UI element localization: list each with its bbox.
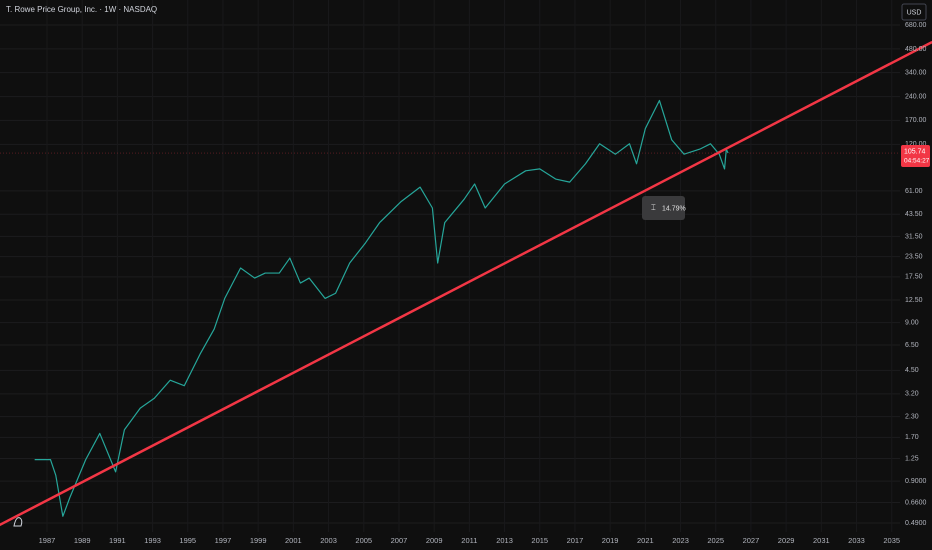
x-tick-label: 2009 bbox=[426, 536, 443, 545]
x-tick-label: 2021 bbox=[637, 536, 654, 545]
y-tick-label: 43.50 bbox=[905, 211, 923, 218]
last-price-label: 105.74 bbox=[904, 148, 926, 155]
x-tick-label: 1999 bbox=[250, 536, 267, 545]
y-tick-label: 0.6600 bbox=[905, 499, 927, 506]
trendline bbox=[0, 40, 932, 527]
y-tick-label: 1.25 bbox=[905, 455, 919, 462]
x-tick-label: 1989 bbox=[74, 536, 91, 545]
x-tick-label: 2003 bbox=[320, 536, 337, 545]
x-tick-label: 2001 bbox=[285, 536, 302, 545]
y-tick-label: 120.00 bbox=[905, 141, 927, 148]
x-tick-label: 1993 bbox=[144, 536, 161, 545]
x-tick-label: 2017 bbox=[567, 536, 584, 545]
y-tick-label: 0.9000 bbox=[905, 478, 927, 485]
price-line bbox=[34, 99, 729, 517]
x-tick-label: 2023 bbox=[672, 536, 689, 545]
x-tick-label: 1991 bbox=[109, 536, 126, 545]
y-tick-label: 23.50 bbox=[905, 253, 923, 260]
last-price-box bbox=[901, 145, 930, 168]
x-tick-label: 2011 bbox=[461, 536, 477, 545]
logo bbox=[13, 517, 23, 527]
x-tick-label: 2031 bbox=[813, 536, 830, 545]
y-tick-label: 9.00 bbox=[905, 319, 919, 326]
x-tick-label: 2035 bbox=[883, 536, 900, 545]
x-tick-label: 2015 bbox=[531, 536, 548, 545]
x-tick-label: 1995 bbox=[179, 536, 196, 545]
y-tick-label: 4.50 bbox=[905, 367, 919, 374]
y-tick-label: 170.00 bbox=[905, 117, 927, 124]
x-tick-label: 2013 bbox=[496, 536, 513, 545]
y-tick-label: 680.00 bbox=[905, 22, 927, 29]
x-tick-label: 2029 bbox=[778, 536, 795, 545]
x-tick-label: 2005 bbox=[355, 536, 372, 545]
y-tick-label: 17.50 bbox=[905, 274, 923, 281]
y-tick-label: 61.00 bbox=[905, 188, 923, 195]
x-tick-label: 2025 bbox=[707, 536, 724, 545]
currency-label[interactable]: USD bbox=[907, 9, 922, 16]
x-tick-label: 2019 bbox=[602, 536, 619, 545]
chart-title: T. Rowe Price Group, Inc. · 1W · NASDAQ bbox=[6, 5, 157, 14]
marks bbox=[0, 40, 932, 527]
x-tick-label: 1997 bbox=[215, 536, 232, 545]
y-tick-label: 340.00 bbox=[905, 70, 927, 77]
y-tick-label: 12.50 bbox=[905, 297, 923, 304]
grid bbox=[0, 0, 900, 532]
x-tick-label: 2033 bbox=[848, 536, 865, 545]
measure-label: 14.79% bbox=[662, 205, 686, 212]
measure-box bbox=[642, 196, 685, 220]
y-tick-label: 0.4900 bbox=[905, 520, 927, 527]
x-tick-label: 2027 bbox=[743, 536, 760, 545]
measure-icon: ⌶ bbox=[651, 203, 656, 212]
y-tick-label: 240.00 bbox=[905, 93, 927, 100]
y-tick-label: 3.20 bbox=[905, 391, 919, 398]
x-tick-label: 1987 bbox=[39, 536, 56, 545]
y-tick-label: 6.50 bbox=[905, 342, 919, 349]
x-tick-label: 2007 bbox=[391, 536, 408, 545]
y-tick-label: 31.50 bbox=[905, 233, 923, 240]
y-tick-label: 1.70 bbox=[905, 434, 919, 441]
y-tick-label: 2.30 bbox=[905, 413, 919, 420]
currency-button[interactable] bbox=[901, 3, 927, 21]
countdown-label: 04:54:27 bbox=[904, 157, 930, 164]
y-tick-label: 480.00 bbox=[905, 46, 927, 53]
